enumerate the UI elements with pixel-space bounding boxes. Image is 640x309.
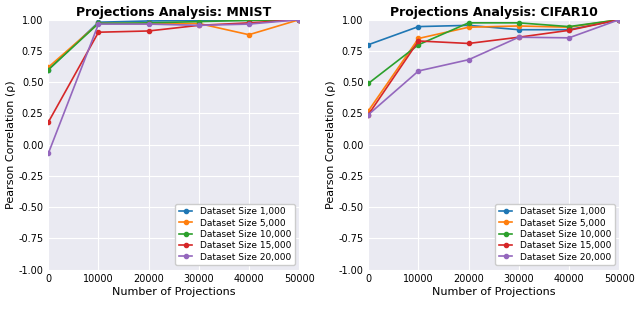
Dataset Size 15,000 bbox=[415, 39, 422, 43]
Dataset Size 15,000 bbox=[364, 113, 372, 116]
Dataset Size 1,000 bbox=[415, 25, 422, 28]
Dataset Size 15,000 bbox=[145, 29, 152, 33]
Line: Dataset Size 20,000: Dataset Size 20,000 bbox=[366, 18, 621, 117]
Dataset Size 20,000 bbox=[95, 22, 102, 26]
Dataset Size 1,000 bbox=[565, 28, 573, 32]
Line: Dataset Size 20,000: Dataset Size 20,000 bbox=[46, 18, 301, 155]
Dataset Size 20,000 bbox=[145, 22, 152, 26]
Legend: Dataset Size 1,000, Dataset Size 5,000, Dataset Size 10,000, Dataset Size 15,000: Dataset Size 1,000, Dataset Size 5,000, … bbox=[175, 204, 294, 265]
Dataset Size 15,000 bbox=[565, 28, 573, 32]
Dataset Size 1,000 bbox=[145, 19, 152, 23]
Dataset Size 10,000 bbox=[44, 68, 52, 72]
Dataset Size 15,000 bbox=[195, 23, 203, 27]
Dataset Size 5,000 bbox=[615, 18, 623, 22]
Dataset Size 15,000 bbox=[245, 21, 253, 25]
Dataset Size 5,000 bbox=[295, 18, 303, 22]
Dataset Size 10,000 bbox=[245, 19, 253, 22]
Dataset Size 5,000 bbox=[44, 65, 52, 69]
Dataset Size 20,000 bbox=[615, 18, 623, 22]
Dataset Size 20,000 bbox=[295, 18, 303, 22]
Dataset Size 10,000 bbox=[295, 18, 303, 22]
Dataset Size 15,000 bbox=[295, 18, 303, 22]
Dataset Size 10,000 bbox=[145, 21, 152, 25]
Dataset Size 10,000 bbox=[515, 21, 523, 25]
Dataset Size 20,000 bbox=[44, 152, 52, 155]
Line: Dataset Size 1,000: Dataset Size 1,000 bbox=[366, 18, 621, 47]
Dataset Size 1,000 bbox=[515, 28, 523, 32]
Dataset Size 15,000 bbox=[465, 42, 472, 45]
Dataset Size 5,000 bbox=[415, 36, 422, 40]
Dataset Size 20,000 bbox=[245, 22, 253, 26]
Dataset Size 10,000 bbox=[565, 25, 573, 28]
Dataset Size 10,000 bbox=[615, 18, 623, 22]
Dataset Size 5,000 bbox=[195, 22, 203, 25]
Dataset Size 15,000 bbox=[615, 18, 623, 22]
Line: Dataset Size 1,000: Dataset Size 1,000 bbox=[46, 18, 301, 72]
Dataset Size 15,000 bbox=[44, 120, 52, 124]
Dataset Size 10,000 bbox=[465, 21, 472, 25]
Dataset Size 10,000 bbox=[415, 43, 422, 47]
Dataset Size 5,000 bbox=[565, 25, 573, 29]
Title: Projections Analysis: MNIST: Projections Analysis: MNIST bbox=[76, 6, 271, 19]
Dataset Size 1,000 bbox=[295, 18, 303, 22]
Dataset Size 20,000 bbox=[364, 113, 372, 116]
Dataset Size 5,000 bbox=[95, 22, 102, 25]
Dataset Size 1,000 bbox=[44, 68, 52, 72]
Line: Dataset Size 5,000: Dataset Size 5,000 bbox=[366, 18, 621, 113]
Dataset Size 1,000 bbox=[465, 23, 472, 27]
Y-axis label: Pearson Correlation (ρ): Pearson Correlation (ρ) bbox=[326, 80, 335, 209]
Dataset Size 5,000 bbox=[245, 33, 253, 36]
Dataset Size 1,000 bbox=[364, 43, 372, 47]
Dataset Size 10,000 bbox=[95, 22, 102, 25]
Dataset Size 1,000 bbox=[245, 19, 253, 22]
Dataset Size 20,000 bbox=[515, 35, 523, 39]
Line: Dataset Size 5,000: Dataset Size 5,000 bbox=[46, 18, 301, 69]
Line: Dataset Size 15,000: Dataset Size 15,000 bbox=[366, 18, 621, 117]
Dataset Size 10,000 bbox=[195, 20, 203, 23]
X-axis label: Number of Projections: Number of Projections bbox=[112, 287, 236, 297]
Line: Dataset Size 10,000: Dataset Size 10,000 bbox=[366, 18, 621, 86]
Dataset Size 20,000 bbox=[465, 58, 472, 61]
Dataset Size 20,000 bbox=[195, 23, 203, 27]
Dataset Size 5,000 bbox=[465, 25, 472, 29]
Dataset Size 1,000 bbox=[615, 18, 623, 22]
Dataset Size 20,000 bbox=[565, 36, 573, 40]
Legend: Dataset Size 1,000, Dataset Size 5,000, Dataset Size 10,000, Dataset Size 15,000: Dataset Size 1,000, Dataset Size 5,000, … bbox=[495, 204, 614, 265]
Title: Projections Analysis: CIFAR10: Projections Analysis: CIFAR10 bbox=[390, 6, 598, 19]
Dataset Size 5,000 bbox=[145, 22, 152, 25]
Line: Dataset Size 10,000: Dataset Size 10,000 bbox=[46, 18, 301, 72]
Dataset Size 15,000 bbox=[95, 30, 102, 34]
Dataset Size 1,000 bbox=[195, 19, 203, 22]
Dataset Size 5,000 bbox=[515, 24, 523, 28]
Dataset Size 15,000 bbox=[515, 35, 523, 39]
Dataset Size 5,000 bbox=[364, 109, 372, 113]
Dataset Size 10,000 bbox=[364, 82, 372, 85]
Line: Dataset Size 15,000: Dataset Size 15,000 bbox=[46, 18, 301, 124]
Dataset Size 1,000 bbox=[95, 20, 102, 24]
Y-axis label: Pearson Correlation (ρ): Pearson Correlation (ρ) bbox=[6, 80, 15, 209]
Dataset Size 20,000 bbox=[415, 69, 422, 73]
X-axis label: Number of Projections: Number of Projections bbox=[432, 287, 556, 297]
